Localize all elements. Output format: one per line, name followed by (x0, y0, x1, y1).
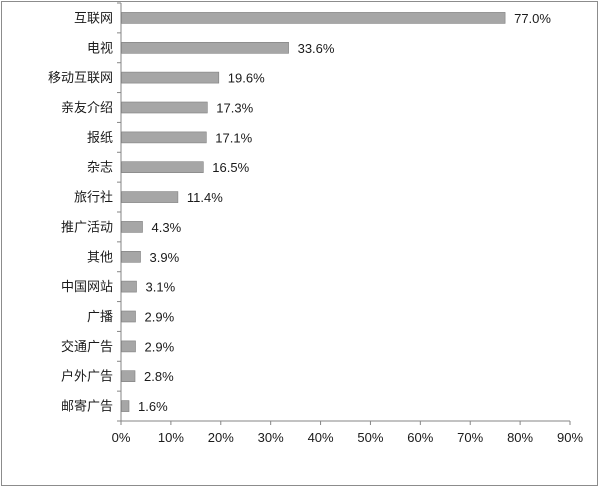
value-label: 17.1% (215, 130, 252, 145)
value-label: 77.0% (514, 11, 551, 26)
category-label: 广播 (87, 310, 113, 325)
x-tick-label: 0% (112, 430, 131, 445)
value-label: 3.9% (150, 250, 180, 265)
bar (121, 400, 130, 412)
x-tick-label: 30% (258, 430, 284, 445)
labels-layer: 互联网 77.0% 电视 33.6% 移动互联网 19.6% 亲友介绍 17.3% 报纸 17.1… (48, 11, 583, 445)
x-tick-label: 90% (557, 430, 583, 445)
bar (121, 101, 208, 114)
value-label: 3.1% (146, 280, 176, 295)
x-tick-label: 60% (407, 430, 433, 445)
value-label: 2.8% (144, 369, 174, 384)
value-label: 4.3% (152, 220, 182, 235)
bar (121, 191, 179, 203)
bar (121, 251, 141, 263)
x-tick-label: 10% (158, 430, 184, 445)
category-label: 杂志 (87, 161, 113, 176)
value-label: 19.6% (228, 71, 265, 86)
value-label: 11.4% (187, 190, 223, 205)
bar (121, 131, 207, 144)
x-tick-label: 20% (208, 430, 234, 445)
bar (121, 161, 204, 173)
category-label: 其他 (87, 250, 113, 265)
bar (121, 340, 136, 353)
category-label: 互联网 (74, 11, 113, 26)
category-label: 中国网站 (61, 280, 113, 295)
bar (121, 71, 220, 84)
x-tick-label: 70% (457, 430, 483, 445)
value-label: 17.3% (216, 101, 253, 116)
value-label: 1.6% (138, 399, 168, 414)
category-label: 邮寄广告 (61, 399, 113, 415)
x-tick-label: 40% (308, 430, 334, 445)
bar (121, 370, 136, 383)
bar (121, 41, 289, 54)
bar (121, 12, 506, 24)
x-tick-label: 80% (507, 430, 533, 445)
bar (121, 221, 143, 233)
category-label: 移动互联网 (48, 71, 113, 86)
value-label: 16.5% (212, 160, 249, 175)
category-label: 户外广告 (61, 369, 113, 385)
bar (121, 310, 136, 323)
category-label: 电视 (87, 41, 113, 56)
category-label: 亲友介绍 (61, 100, 113, 116)
bar (121, 280, 137, 293)
x-tick-label: 50% (357, 430, 383, 445)
category-label: 旅行社 (74, 190, 113, 206)
category-label: 推广活动 (61, 220, 113, 235)
value-label: 2.9% (145, 310, 175, 325)
value-label: 33.6% (298, 41, 335, 56)
category-label: 交通广告 (61, 339, 113, 355)
value-label: 2.9% (145, 339, 175, 354)
axis-layer (117, 2, 571, 425)
bars-layer (121, 12, 506, 412)
category-label: 报纸 (87, 131, 113, 146)
